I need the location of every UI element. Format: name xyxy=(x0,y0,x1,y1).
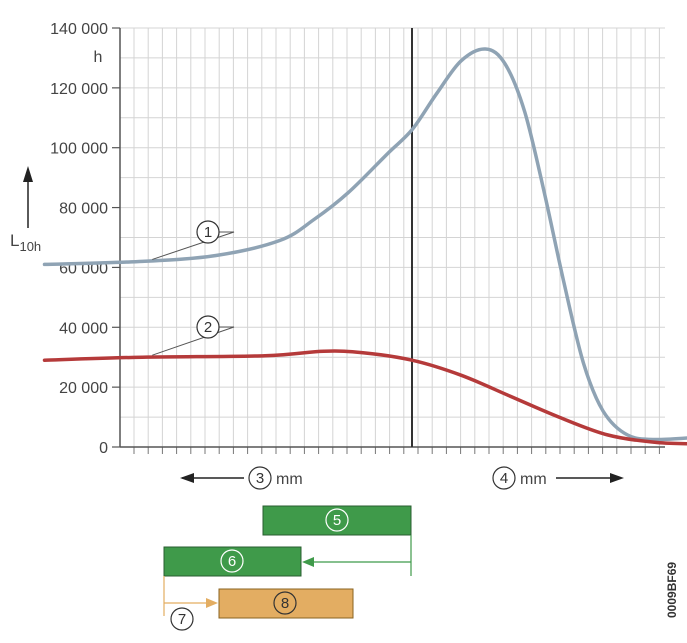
offset-boxes: 5 6 7 8 xyxy=(163,505,412,631)
y-axis-label-text: L10h xyxy=(10,231,41,254)
axes xyxy=(119,28,665,448)
marker-3-unit: mm xyxy=(276,471,303,488)
callout-number-2: 2 xyxy=(204,319,212,336)
y-tick-label: 140 000 xyxy=(50,21,108,38)
left-arrow-icon xyxy=(180,473,194,483)
marker-4-circle xyxy=(492,466,516,490)
orange-arrow-icon xyxy=(206,598,218,608)
series-line-2 xyxy=(42,349,687,446)
series-line-1 xyxy=(42,47,687,442)
callout-leader-1 xyxy=(152,231,235,260)
grid xyxy=(120,27,665,454)
green-arrow-icon xyxy=(302,557,314,567)
marker-6-circle xyxy=(220,549,244,573)
series-callouts: 12 xyxy=(152,220,235,356)
y-unit-label: h xyxy=(94,49,103,66)
box-5 xyxy=(262,505,412,536)
figure-code: 0009BF69 xyxy=(665,562,679,618)
y-tick-label: 80 000 xyxy=(59,201,108,218)
right-arrow-icon xyxy=(610,473,624,483)
marker-7-circle xyxy=(170,607,194,631)
marker-6-number: 6 xyxy=(228,553,236,570)
marker-5-number: 5 xyxy=(333,512,341,529)
series xyxy=(42,47,687,446)
marker-5-circle xyxy=(325,508,349,532)
callout-circle-2 xyxy=(196,315,220,339)
box-8 xyxy=(218,588,354,619)
marker-7-number: 7 xyxy=(178,611,186,628)
up-arrow-icon xyxy=(23,166,33,182)
y-tick-label: 0 xyxy=(99,440,108,457)
marker-8-circle xyxy=(273,591,297,615)
marker-4-number: 4 xyxy=(500,470,508,487)
y-axis-label: L10h xyxy=(10,166,41,254)
marker-3-number: 3 xyxy=(256,470,264,487)
direction-labels: 3 mm 4 mm xyxy=(180,466,624,490)
callout-leader-2 xyxy=(152,326,235,356)
marker-3-circle xyxy=(248,466,272,490)
box-6 xyxy=(163,546,302,577)
y-tick-label: 40 000 xyxy=(59,320,108,337)
callout-circle-1 xyxy=(196,220,220,244)
y-tick-label: 20 000 xyxy=(59,380,108,397)
y-tick-label: 120 000 xyxy=(50,81,108,98)
y-tick-label: 100 000 xyxy=(50,141,108,158)
callout-number-1: 1 xyxy=(204,224,212,241)
marker-4-unit: mm xyxy=(520,471,547,488)
marker-8-number: 8 xyxy=(281,595,289,612)
